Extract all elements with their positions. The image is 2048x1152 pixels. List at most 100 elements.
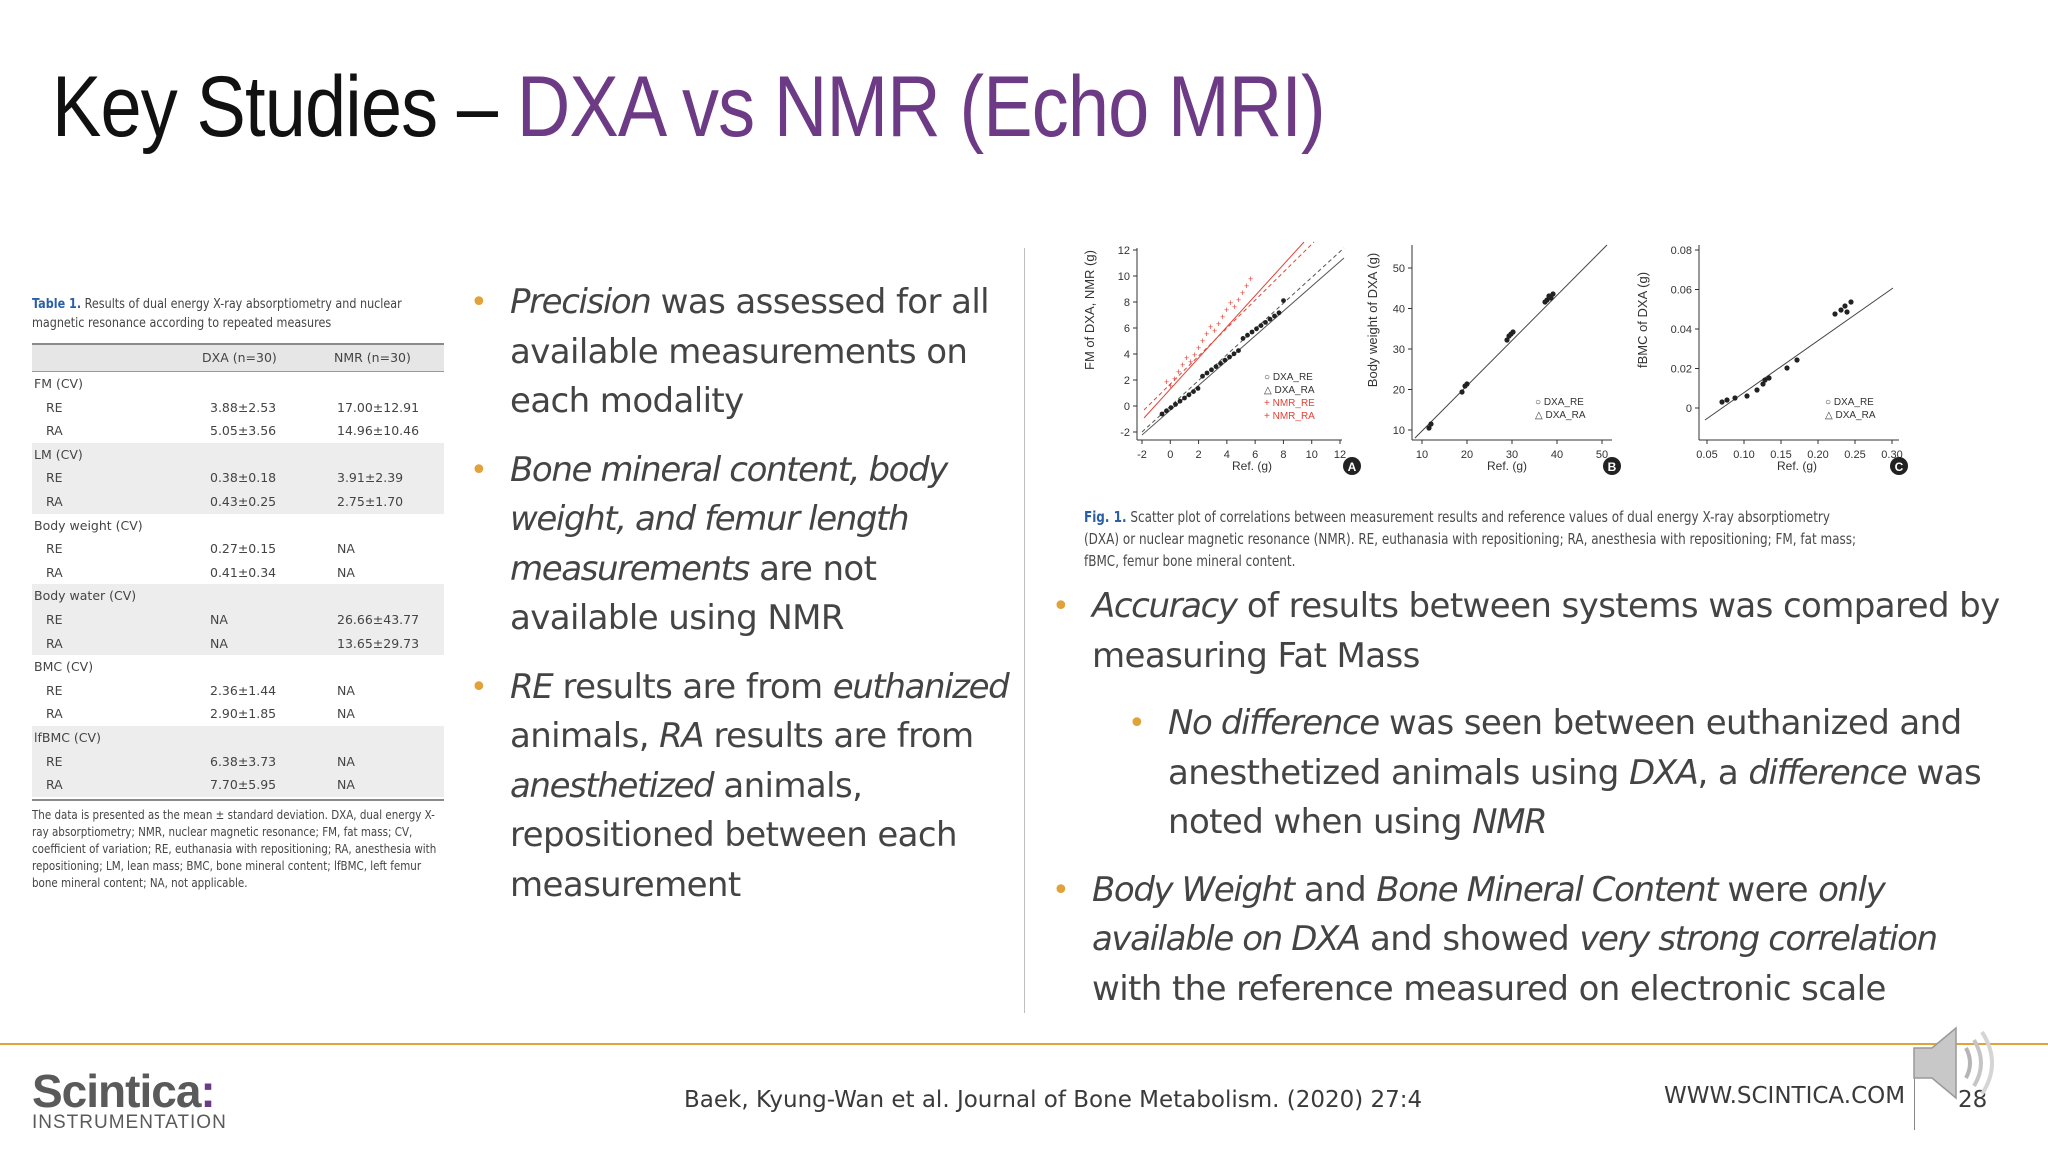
x-tick-label: 8 bbox=[1280, 449, 1286, 461]
panel-b-ylabel: Body weight of DXA (g) bbox=[1365, 253, 1380, 387]
scatter-point bbox=[1159, 411, 1165, 417]
emphasis: Bone mineral content, body weight, and f… bbox=[510, 449, 948, 589]
scatter-point bbox=[1186, 392, 1192, 398]
scatter-point bbox=[1222, 357, 1228, 363]
scatter-point bbox=[1272, 313, 1277, 319]
y-tick-label: 20 bbox=[1393, 385, 1405, 397]
table-cell-dxa: 0.43±0.25 bbox=[210, 493, 277, 509]
y-tick-label: 2 bbox=[1124, 375, 1130, 387]
bullet-dot-icon: • bbox=[470, 669, 488, 705]
bullet-not-available: • Bone mineral content, body weight, and … bbox=[470, 446, 1030, 644]
scatter-point: + bbox=[1244, 281, 1249, 291]
text: were bbox=[1717, 869, 1819, 910]
scatter-figure: FM of DXA, NMR (g) 12 10 8 6 4 2 0 -2 -2 0 2 4 6 8 10 1… bbox=[1082, 240, 1942, 560]
table-row: RA 5.05±3.56 14.96±10.46 bbox=[32, 419, 444, 443]
audio-speaker-icon[interactable] bbox=[1908, 1018, 2008, 1113]
scatter-point: + bbox=[1164, 377, 1169, 387]
panel-b-xlabel: Ref. (g) bbox=[1487, 459, 1527, 473]
panel-a-xlabel: Ref. (g) bbox=[1232, 459, 1272, 473]
text: and showed bbox=[1359, 919, 1580, 959]
scatter-point: + bbox=[1240, 288, 1245, 298]
scatter-point: + bbox=[1184, 353, 1189, 363]
table-row-label: RE bbox=[46, 470, 63, 486]
table-header: DXA (n=30) NMR (n=30) bbox=[32, 343, 444, 372]
scatter-point: + bbox=[1212, 326, 1217, 336]
table-cell-nmr: NA bbox=[337, 706, 355, 722]
emphasis: RE bbox=[510, 666, 554, 707]
scatter-point bbox=[1464, 381, 1470, 387]
figure-caption-label: Fig. 1. bbox=[1084, 508, 1127, 526]
scatter-point bbox=[1548, 295, 1554, 301]
scatter-point bbox=[1719, 399, 1725, 405]
scatter-point bbox=[1794, 357, 1800, 363]
scatter-point bbox=[1195, 386, 1201, 391]
results-table: Table 1. Results of dual energy X-ray ab… bbox=[32, 295, 444, 892]
legend-entry: + NMR_RE bbox=[1264, 398, 1315, 409]
table-cell-dxa: NA bbox=[210, 611, 228, 627]
scatter-point bbox=[1848, 299, 1854, 305]
table-cell-nmr: 26.66±43.77 bbox=[337, 611, 420, 627]
scatter-point bbox=[1240, 336, 1246, 341]
table-cell-nmr: 2.75±1.70 bbox=[337, 493, 404, 509]
scatter-point: + bbox=[1208, 322, 1213, 332]
footer-divider bbox=[1914, 1070, 1915, 1130]
y-tick-label: 4 bbox=[1124, 349, 1130, 361]
table-cell-dxa: 0.27±0.15 bbox=[210, 541, 277, 557]
bullets-right: • Accuracy of results between systems was… bbox=[1052, 582, 2012, 1032]
scatter-point bbox=[1744, 393, 1750, 399]
scatter-point bbox=[1245, 332, 1250, 338]
table-row-label: RA bbox=[46, 493, 63, 509]
figure-caption: Fig. 1. Scatter plot of correlations bet… bbox=[1084, 506, 1868, 572]
text: was assessed for all available measureme… bbox=[510, 282, 990, 421]
table-group-row: LM (CV) bbox=[32, 442, 444, 467]
panel-a-nmr-fit-line bbox=[1143, 241, 1315, 411]
emphasis: euthanized bbox=[832, 666, 1010, 707]
scatter-point: + bbox=[1228, 298, 1233, 308]
x-tick-label: 0 bbox=[1167, 449, 1173, 461]
scatter-point bbox=[1550, 291, 1556, 297]
y-tick-label: 50 bbox=[1393, 263, 1405, 275]
scintica-logo: Scintica: INSTRUMENTATION bbox=[32, 1064, 227, 1134]
bullet-dot-icon: • bbox=[470, 452, 488, 488]
x-tick-label: -2 bbox=[1137, 449, 1147, 461]
scatter-point bbox=[1231, 351, 1237, 357]
scatter-point bbox=[1204, 370, 1210, 376]
scatter-point bbox=[1258, 323, 1264, 328]
scatter-point: + bbox=[1224, 305, 1229, 315]
y-tick-label: 0.06 bbox=[1671, 285, 1692, 297]
table-cell-dxa: 5.05±3.56 bbox=[210, 423, 277, 439]
website-link[interactable]: WWW.SCINTICA.COM bbox=[1664, 1083, 1906, 1109]
panel-a-ylabel: FM of DXA, NMR (g) bbox=[1082, 250, 1097, 370]
slide-title: Key Studies – DXA vs NMR (Echo MRI) bbox=[52, 58, 1326, 157]
x-tick-label: 12 bbox=[1334, 449, 1346, 461]
scatter-point: + bbox=[1196, 343, 1201, 353]
table-row: RE 3.88±2.53 17.00±12.91 bbox=[32, 396, 444, 420]
scatter-point: + bbox=[1216, 319, 1221, 329]
table-cell-dxa: 6.38±3.73 bbox=[210, 753, 277, 769]
y-tick-label: 8 bbox=[1124, 297, 1130, 309]
bullet-precision: • Precision was assessed for all availabl… bbox=[470, 278, 1030, 427]
table-row-label: RE bbox=[46, 682, 63, 698]
scatter-point bbox=[1263, 320, 1268, 325]
text: , a bbox=[1697, 752, 1749, 793]
y-tick-label: 0 bbox=[1686, 403, 1692, 415]
scatter-point bbox=[1182, 395, 1187, 401]
scatter-point: + bbox=[1168, 381, 1173, 391]
legend-entry: ○ DXA_RE bbox=[1264, 372, 1313, 383]
bullet-dot-icon: • bbox=[470, 285, 488, 320]
table-cell-nmr: 3.91±2.39 bbox=[337, 470, 404, 486]
panel-a: FM of DXA, NMR (g) 12 10 8 6 4 2 0 -2 -2 0 2 4 6 8 10 1… bbox=[1082, 241, 1361, 475]
y-tick-label: 40 bbox=[1393, 304, 1405, 316]
scatter-point: + bbox=[1180, 360, 1185, 370]
scatter-point bbox=[1267, 316, 1273, 322]
emphasis: DXA bbox=[1628, 752, 1699, 793]
bullets-left: • Precision was assessed for all availabl… bbox=[470, 278, 1030, 929]
citation: Baek, Kyung-Wan et al. Journal of Bone M… bbox=[684, 1087, 1423, 1113]
table-row: RE 2.36±1.44 NA bbox=[32, 679, 444, 703]
col-nmr-header: NMR (n=30) bbox=[334, 350, 411, 365]
table-row: RA 0.43±0.25 2.75±1.70 bbox=[32, 489, 444, 514]
x-tick-label: 20 bbox=[1461, 449, 1473, 461]
x-tick-label: 0.10 bbox=[1733, 449, 1754, 461]
panel-a-badge bbox=[1343, 457, 1361, 475]
scatter-point bbox=[1213, 364, 1219, 369]
